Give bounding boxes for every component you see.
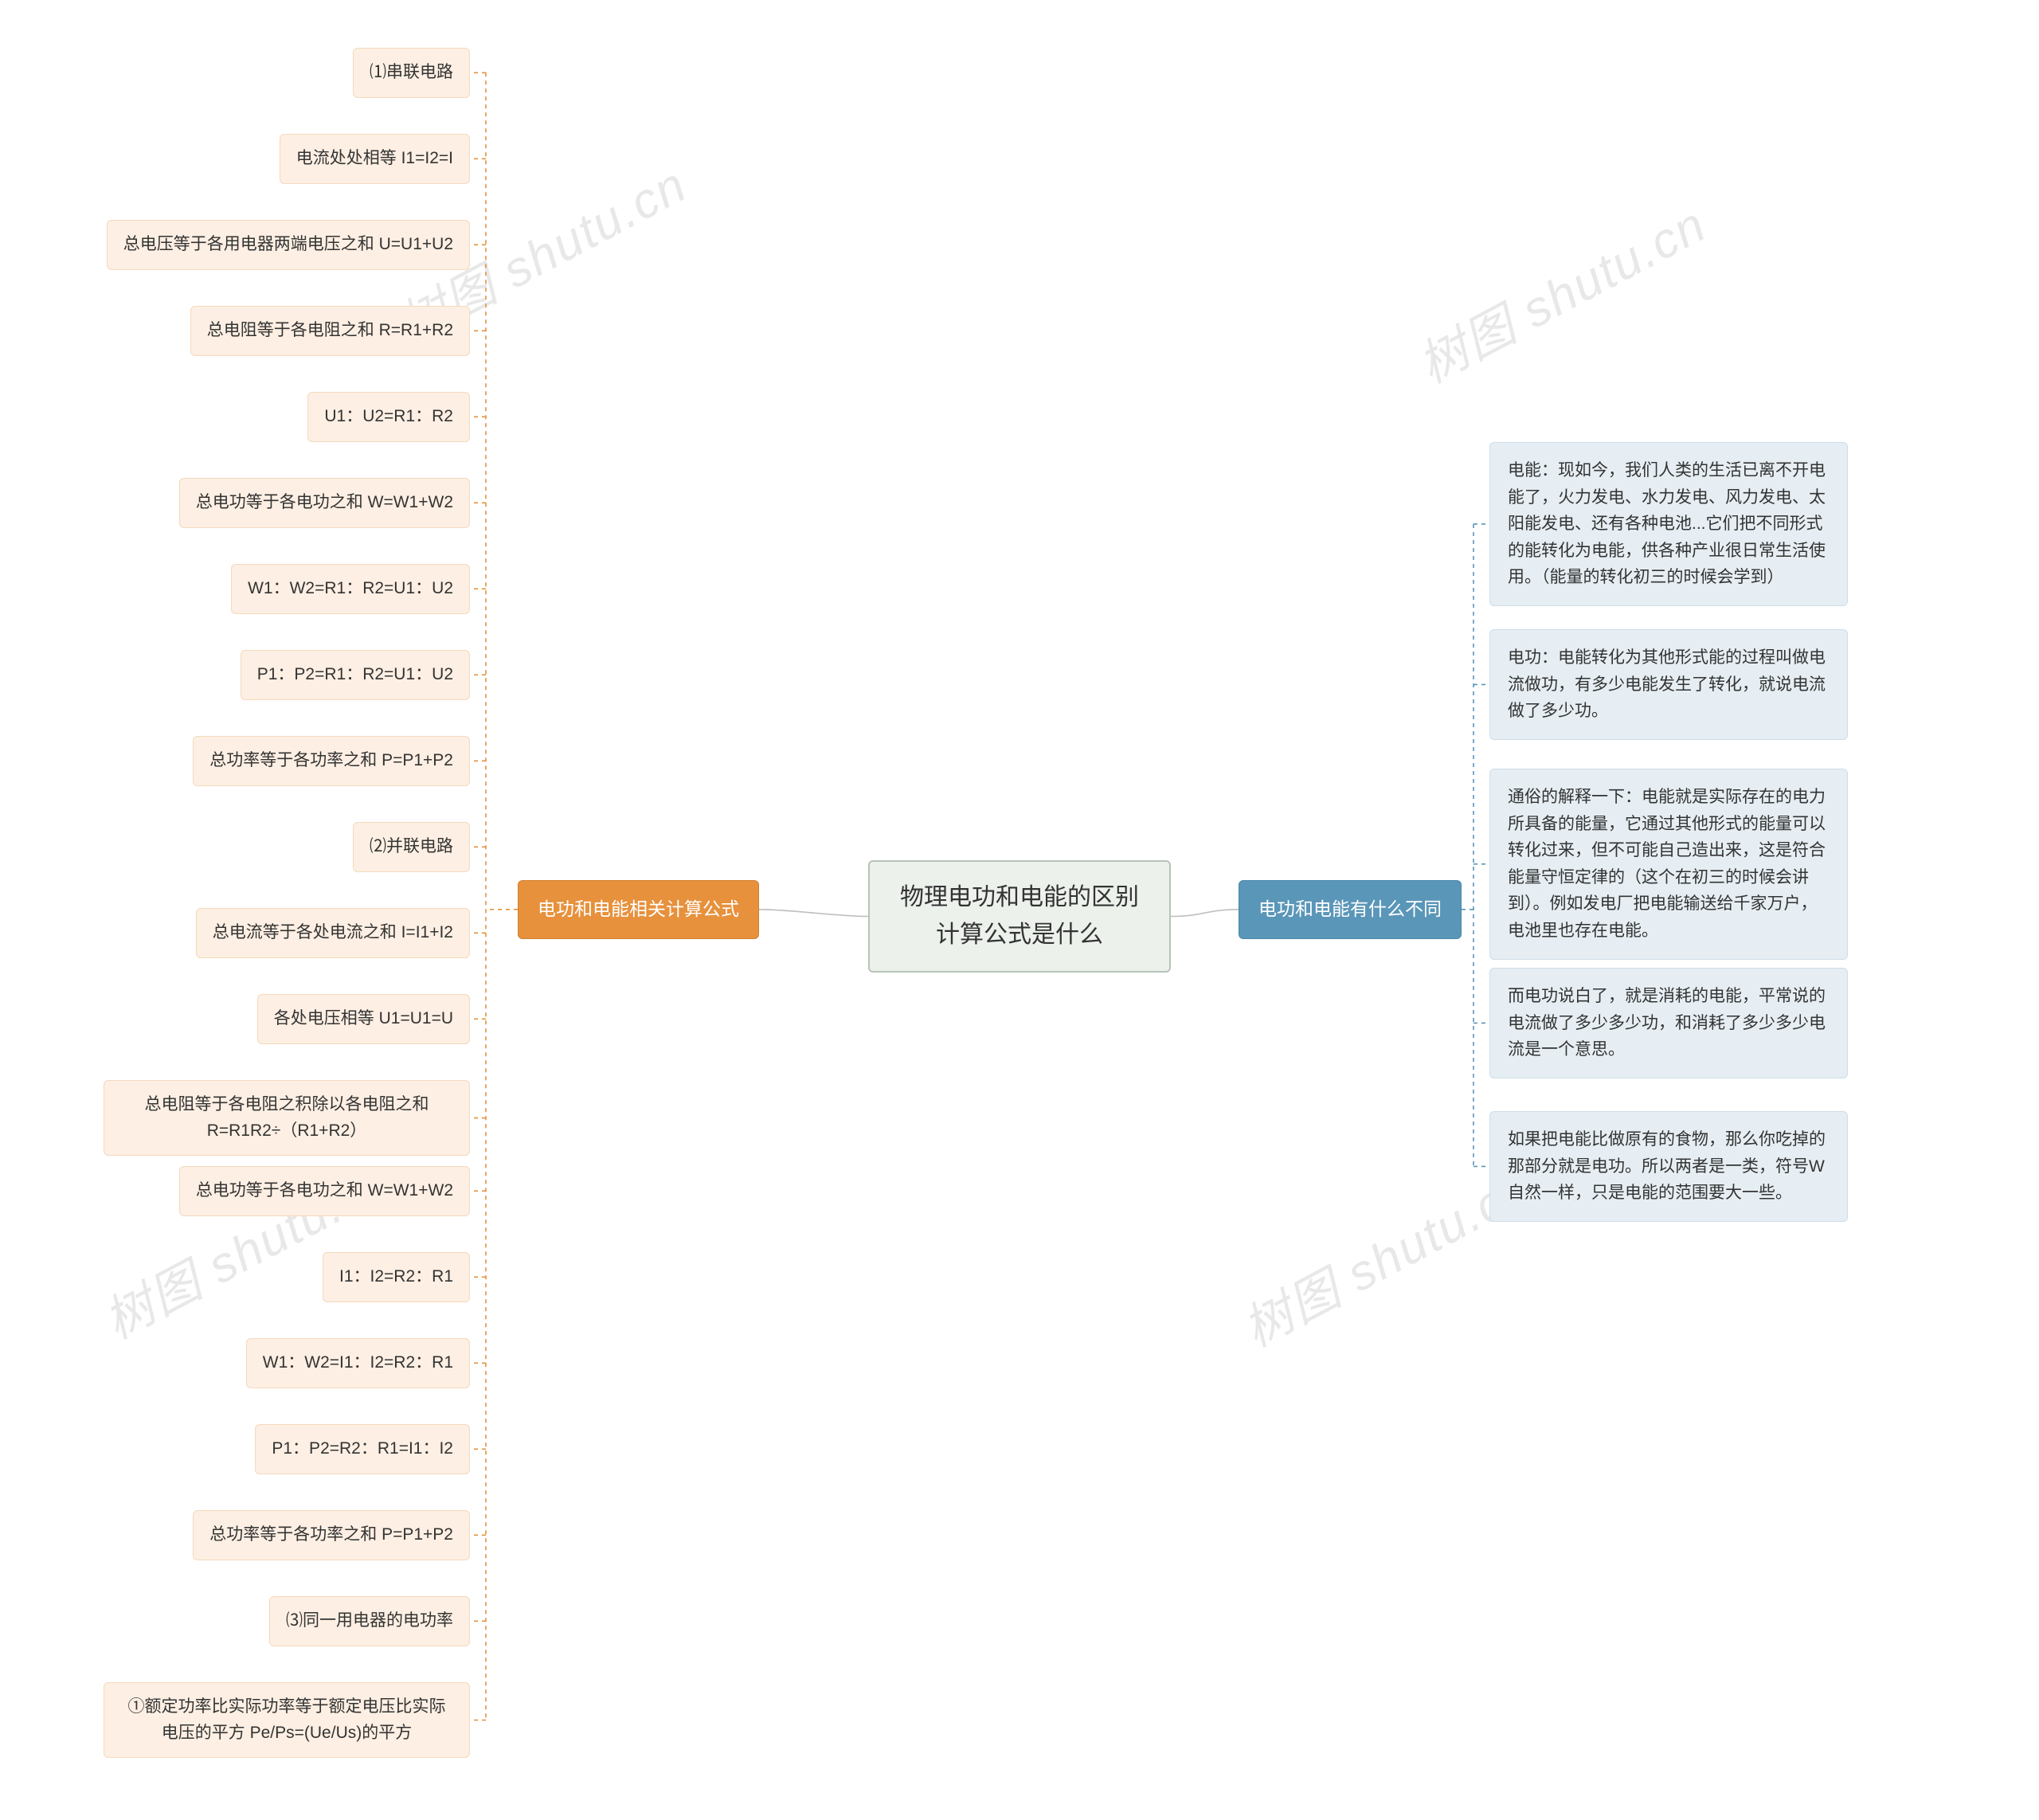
left-leaf-node: 总电功等于各电功之和 W=W1+W2 [179,1166,470,1216]
right-leaf-node: 如果把电能比做原有的食物，那么你吃掉的那部分就是电功。所以两者是一类，符号W自然… [1489,1111,1848,1222]
mindmap-canvas: 树图 shutu.cn树图 shutu.cn树图 shutu.cn树图 shut… [0,0,2039,1820]
left-branch-label: 电功和电能相关计算公式 [538,895,739,924]
left-leaf-node: ⑶同一用电器的电功率 [269,1596,470,1646]
left-leaf-node: U1：U2=R1：R2 [307,392,470,442]
right-leaf-node: 而电功说白了，就是消耗的电能，平常说的电流做了多少多少功，和消耗了多少多少电流是… [1489,968,1848,1078]
left-leaf-node: I1：I2=R2：R1 [323,1252,470,1302]
root-text: 物理电功和电能的区别 计算公式是什么 [890,879,1149,953]
right-leaf-node: 电能：现如今，我们人类的生活已离不开电能了，火力发电、水力发电、风力发电、太阳能… [1489,442,1848,606]
left-leaf-node: 总电功等于各电功之和 W=W1+W2 [179,478,470,528]
left-leaf-node: W1：W2=R1：R2=U1：U2 [231,564,470,614]
left-leaf-node: 总电阻等于各电阻之积除以各电阻之和 R=R1R2÷（R1+R2） [104,1080,470,1156]
root-node: 物理电功和电能的区别 计算公式是什么 [868,860,1171,973]
left-leaf-node: ①额定功率比实际功率等于额定电压比实际电压的平方 Pe/Ps=(Ue/Us)的平… [104,1682,470,1758]
left-leaf-node: ⑴串联电路 [353,48,470,98]
watermark: 树图 shutu.cn [1403,185,1716,397]
left-leaf-node: P1：P2=R1：R2=U1：U2 [241,650,470,700]
left-leaf-node: 总电压等于各用电器两端电压之和 U=U1+U2 [107,220,470,270]
right-leaf-node: 通俗的解释一下：电能就是实际存在的电力所具备的能量，它通过其他形式的能量可以转化… [1489,769,1848,960]
right-leaf-node: 电功：电能转化为其他形式能的过程叫做电流做功，有多少电能发生了转化，就说电流做了… [1489,629,1848,740]
left-leaf-node: 总功率等于各功率之和 P=P1+P2 [193,736,470,786]
right-branch-label: 电功和电能有什么不同 [1258,895,1442,924]
left-leaf-node: P1：P2=R2：R1=I1：I2 [255,1424,470,1474]
left-leaf-node: 总电阻等于各电阻之和 R=R1+R2 [190,306,470,356]
right-branch-node: 电功和电能有什么不同 [1239,880,1462,939]
left-leaf-node: W1：W2=I1：I2=R2：R1 [246,1338,470,1388]
left-leaf-node: 电流处处相等 I1=I2=I [280,134,470,184]
left-leaf-node: ⑵并联电路 [353,822,470,872]
left-branch-node: 电功和电能相关计算公式 [518,880,759,939]
left-leaf-node: 总电流等于各处电流之和 I=I1+I2 [196,908,470,958]
left-leaf-node: 各处电压相等 U1=U1=U [257,994,470,1044]
left-leaf-node: 总功率等于各功率之和 P=P1+P2 [193,1510,470,1560]
